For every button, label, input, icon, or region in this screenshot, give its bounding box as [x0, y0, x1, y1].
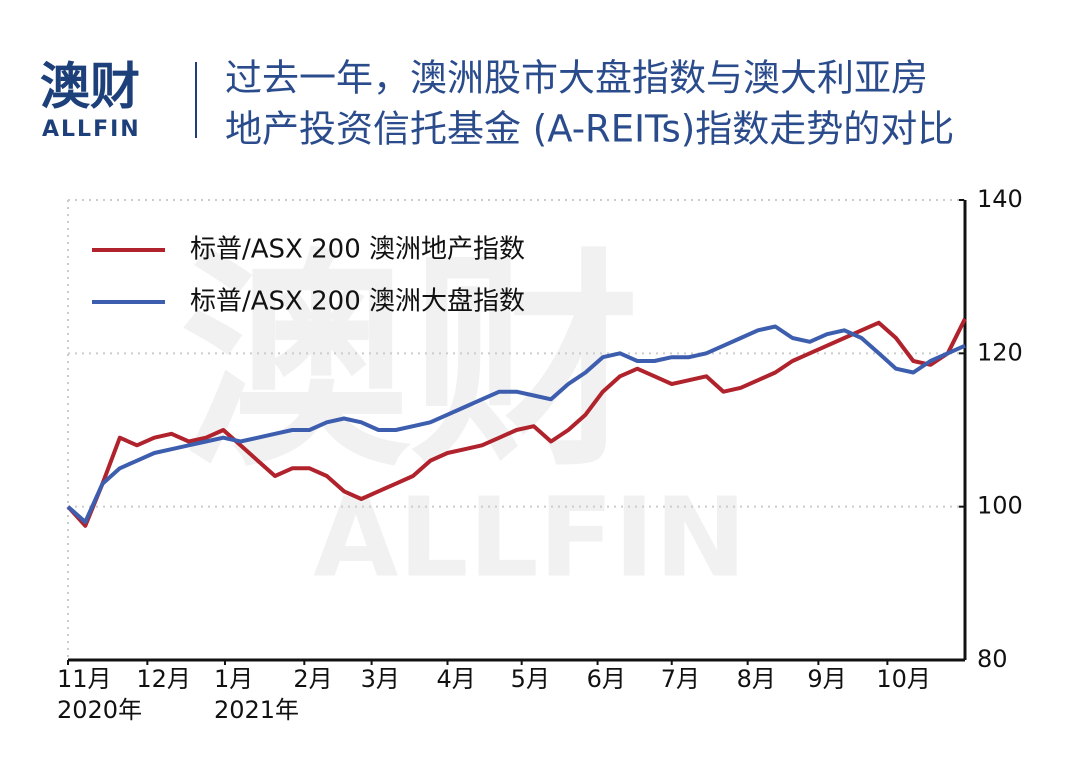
- x-year-label: 2020年: [57, 696, 142, 724]
- y-tick-label: 100: [977, 492, 1023, 520]
- x-tick-label: 12月: [136, 665, 191, 693]
- x-tick-label: 2月: [293, 665, 332, 693]
- logo: 澳财: [40, 58, 140, 116]
- x-tick-label: 8月: [737, 665, 776, 693]
- legend-label: 标普/ASX 200 澳洲地产指数: [190, 235, 525, 265]
- x-tick-label: 10月: [876, 665, 931, 693]
- x-tick-label: 6月: [587, 665, 626, 693]
- logo-sub: ALLFIN: [42, 117, 141, 142]
- title-line: 地产投资信托基金 (A-REITs)指数走势的对比: [225, 108, 954, 151]
- title-line: 过去一年，澳洲股市大盘指数与澳大利亚房: [225, 57, 928, 100]
- y-tick-label: 120: [977, 338, 1023, 366]
- y-tick-label: 140: [977, 185, 1023, 213]
- x-year-label: 2021年: [214, 696, 299, 724]
- legend-label: 标普/ASX 200 澳洲大盘指数: [190, 287, 525, 317]
- x-tick-label: 3月: [361, 665, 400, 693]
- x-tick-label: 7月: [661, 665, 700, 693]
- x-tick-label: 9月: [807, 665, 846, 693]
- x-tick-label: 4月: [437, 665, 476, 693]
- x-tick-label: 11月: [57, 665, 112, 693]
- y-tick-label: 80: [977, 645, 1008, 673]
- x-tick-label: 1月: [214, 665, 253, 693]
- series-line: [66, 324, 966, 524]
- watermark-sub: ALLFIN: [313, 473, 746, 601]
- series-line: [66, 317, 967, 528]
- watermark: 澳财: [180, 231, 640, 498]
- x-tick-label: 5月: [511, 665, 550, 693]
